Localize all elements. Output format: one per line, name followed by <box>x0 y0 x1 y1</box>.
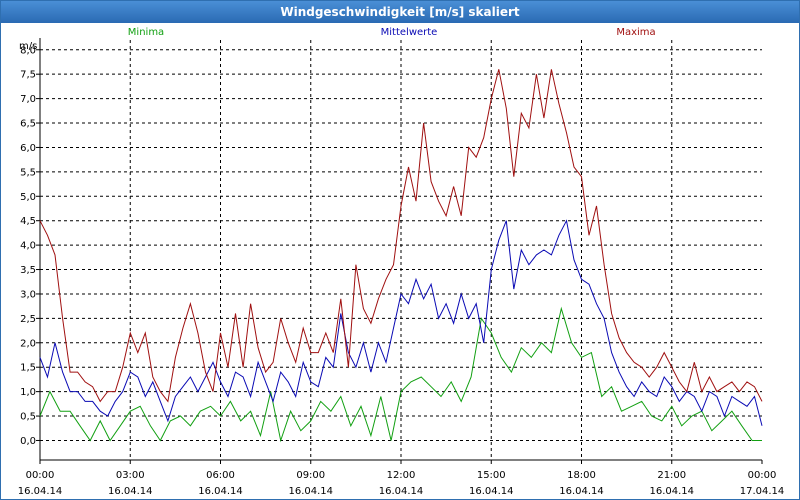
y-tick-label: 2,0 <box>20 338 36 349</box>
y-tick-label: 8,0 <box>20 45 36 56</box>
y-tick-label: 2,5 <box>20 314 36 325</box>
y-tick-label: 1,0 <box>20 387 36 398</box>
y-tick-label: 0,0 <box>20 436 36 447</box>
x-tick-time: 12:00 <box>387 470 416 481</box>
x-tick-date: 16.04.14 <box>649 486 694 497</box>
x-tick-date: 16.04.14 <box>288 486 333 497</box>
mittelwerte-line <box>39 219 763 426</box>
x-tick-time: 21:00 <box>657 470 686 481</box>
y-axis-ticks: 0,0 0,5 1,0 1,5 2,0 2,5 3,0 3,5 4,0 4,5 5,0 5,5 6,0 6… <box>20 45 40 447</box>
y-tick-label: 4,5 <box>20 216 36 227</box>
legend-maxima: Maxima <box>616 27 655 38</box>
legend-minima: Minima <box>128 27 164 38</box>
x-tick-date: 17.04.14 <box>740 486 785 497</box>
y-tick-label: 0,5 <box>20 412 36 423</box>
x-tick-time: 09:00 <box>296 470 325 481</box>
y-tick-label: 4,0 <box>20 241 36 252</box>
x-tick-time: 00:00 <box>748 470 777 481</box>
x-tick-time: 06:00 <box>206 470 235 481</box>
series-lines <box>39 69 763 443</box>
x-axis-ticks: 00:00 16.04.14 03:00 16.04.14 06:00 16.04.14 0… <box>18 460 785 497</box>
y-tick-label: 3,5 <box>20 265 36 276</box>
legend-mittelwerte: Mittelwerte <box>381 27 438 38</box>
x-tick-time: 03:00 <box>116 470 145 481</box>
y-tick-label: 1,5 <box>20 363 36 374</box>
window-title: Windgeschwindigkeit [m/s] skaliert <box>1 1 799 23</box>
x-tick-date: 16.04.14 <box>108 486 153 497</box>
x-tick-date: 16.04.14 <box>198 486 243 497</box>
y-tick-label: 3,0 <box>20 289 36 300</box>
y-tick-label: 5,5 <box>20 167 36 178</box>
y-tick-label: 6,0 <box>20 143 36 154</box>
x-tick-time: 15:00 <box>477 470 506 481</box>
y-tick-label: 5,0 <box>20 192 36 203</box>
y-axis-label: m/s <box>19 41 37 52</box>
y-tick-label: 7,5 <box>20 70 36 81</box>
x-tick-date: 16.04.14 <box>559 486 604 497</box>
x-tick-time: 18:00 <box>567 470 596 481</box>
grid <box>40 40 762 460</box>
x-tick-time: 00:00 <box>26 470 55 481</box>
x-tick-date: 16.04.14 <box>469 486 514 497</box>
x-tick-date: 16.04.14 <box>18 486 63 497</box>
x-tick-date: 16.04.14 <box>379 486 424 497</box>
minima-line <box>39 306 762 443</box>
maxima-line <box>39 69 763 403</box>
y-tick-label: 7,0 <box>20 94 36 105</box>
y-tick-label: 6,5 <box>20 119 36 130</box>
